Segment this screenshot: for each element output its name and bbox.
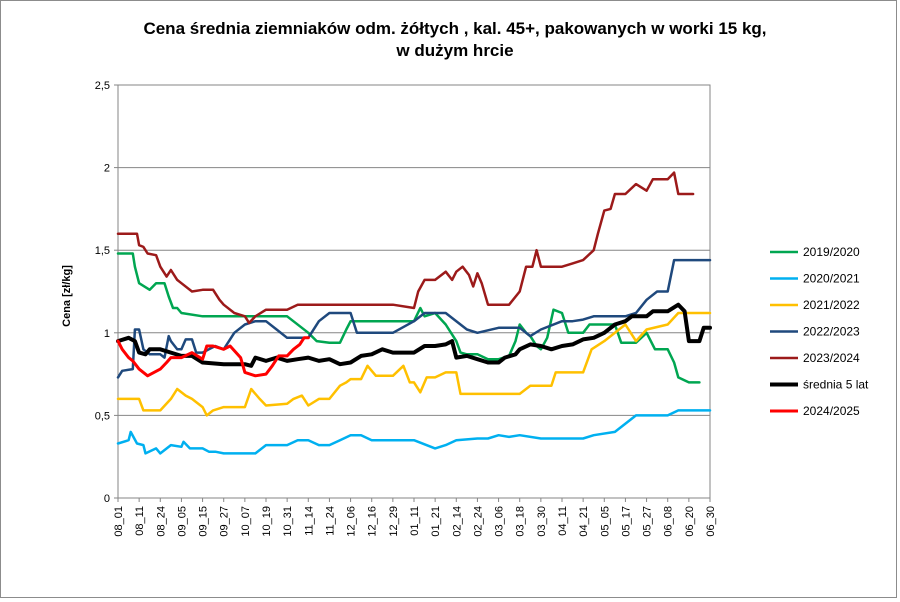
series-line: [116, 258, 712, 379]
x-tick-label: 12_29: [388, 506, 400, 537]
x-tick-label: 05_05: [599, 506, 611, 537]
x-tick-label: 06_20: [684, 506, 696, 537]
legend: 2019/2020 2020/2021 2021/2022 2022/2023 2023…: [770, 245, 869, 418]
x-tick-label: 06_30: [705, 506, 717, 537]
legend-label: 2021/2022: [803, 298, 860, 312]
x-tick-label: 06_08: [663, 506, 675, 537]
x-tick-label: 09_05: [176, 506, 188, 537]
x-tick-label: 01_21: [430, 506, 442, 537]
legend-label: średnia 5 lat: [803, 378, 869, 392]
x-tick-label: 08_01: [113, 506, 125, 537]
x-tick-label: 01_11: [409, 506, 421, 536]
y-tick-label: 0,5: [95, 410, 110, 422]
x-tick-label: 03_18: [515, 506, 527, 537]
legend-label: 2019/2020: [803, 245, 860, 259]
x-tick-label: 10_19: [261, 506, 273, 537]
chart-title: Cena średnia ziemniaków odm. żółtych , k…: [60, 18, 850, 62]
x-tick-label: 03_06: [494, 506, 506, 537]
series-line: [116, 171, 695, 325]
x-tick-label: 12_16: [367, 506, 379, 537]
x-tick-label: 05_17: [620, 506, 632, 537]
legend-label: 2024/2025: [803, 404, 860, 418]
x-tick-label: 02_14: [451, 506, 463, 537]
x-tick-label: 12_06: [346, 506, 358, 537]
x-tick-label: 05_27: [642, 506, 654, 537]
plot-area: [117, 84, 711, 499]
series-line: [116, 252, 701, 384]
y-axis-ticks: 0 0,5 1 1,5 2 2,5: [95, 80, 110, 505]
x-tick-label: 04_21: [578, 506, 590, 537]
x-tick-label: 09_15: [198, 506, 210, 537]
x-tick-label: 09_27: [219, 506, 231, 537]
x-tick-label: 02_24: [472, 506, 484, 537]
series-lines: [116, 171, 712, 455]
legend-label: 2023/2024: [803, 351, 860, 365]
x-tick-label: 08_11: [134, 506, 146, 536]
y-tick-label: 1,5: [95, 245, 110, 257]
series-line: [116, 409, 712, 455]
series-line: [116, 311, 712, 417]
x-tick-label: 10_07: [240, 506, 252, 537]
chart-title-line1: Cena średnia ziemniaków odm. żółtych , k…: [143, 19, 767, 38]
x-tick-label: 11_14: [303, 506, 315, 536]
y-tick-label: 2: [104, 163, 110, 175]
x-tick-label: 08_24: [155, 506, 167, 537]
x-tick-label: 03_30: [536, 506, 548, 537]
series-line: [116, 336, 310, 378]
gridlines: [114, 84, 711, 502]
y-tick-label: 0: [104, 493, 110, 505]
x-tick-label: 10_31: [282, 506, 294, 537]
x-tick-label: 11_24: [324, 506, 336, 536]
legend-label: 2020/2021: [803, 272, 860, 286]
y-tick-label: 2,5: [95, 80, 110, 92]
series-line: [116, 302, 712, 368]
chart-title-line2: w dużym hrcie: [396, 41, 514, 60]
y-tick-label: 1: [104, 328, 110, 340]
x-axis-ticks: 08_01 08_11 08_24 09_05 09_15 09_27 10_07 10_19…: [113, 506, 717, 537]
y-axis-label: Cena [zł/kg]: [61, 265, 73, 327]
legend-label: 2022/2023: [803, 325, 860, 339]
x-tick-label: 04_11: [557, 506, 569, 536]
